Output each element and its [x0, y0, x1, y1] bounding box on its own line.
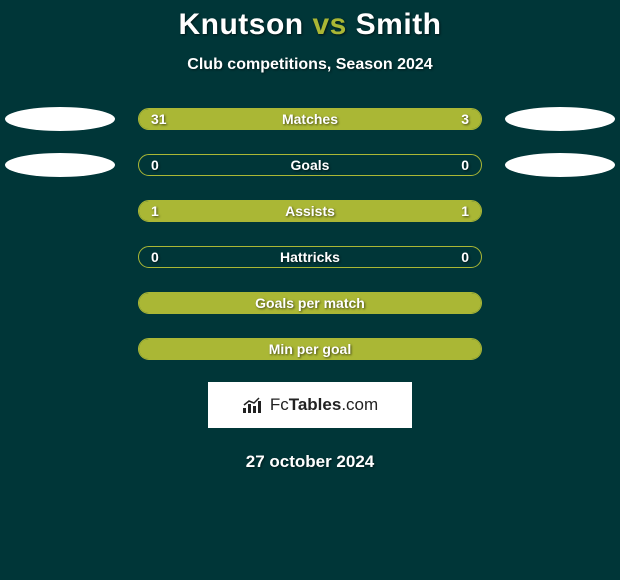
- bar-fill-right: [310, 201, 481, 221]
- stat-label: Matches: [282, 111, 338, 127]
- stat-value-right: 0: [461, 249, 469, 265]
- stat-value-right: 3: [461, 111, 469, 127]
- player1-badge: [5, 107, 115, 131]
- stat-label: Goals: [291, 157, 330, 173]
- stat-value-left: 31: [151, 111, 167, 127]
- stat-label: Assists: [285, 203, 335, 219]
- logo-tables: Tables: [289, 395, 342, 414]
- bar-fill-right: [406, 109, 481, 129]
- logo-box: FcTables.com: [208, 382, 412, 428]
- page-title: Knutson vs Smith: [178, 8, 441, 42]
- stat-value-right: 0: [461, 157, 469, 173]
- stat-rows: 31 3 Matches 0 0 Goals 1 1 Assists 0 0 Hattricks Goa…: [0, 108, 620, 360]
- logo-com: .com: [341, 395, 378, 414]
- stat-row: 0 0 Goals: [0, 154, 620, 176]
- stat-label: Min per goal: [269, 341, 351, 357]
- stat-value-left: 0: [151, 157, 159, 173]
- title-vs: vs: [312, 8, 346, 41]
- stat-bar: 1 1 Assists: [138, 200, 482, 222]
- stat-row: 1 1 Assists: [0, 200, 620, 222]
- comparison-card: Knutson vs Smith Club competitions, Seas…: [0, 0, 620, 472]
- player2-badge: [505, 107, 615, 131]
- stat-bar: 0 0 Hattricks: [138, 246, 482, 268]
- subtitle: Club competitions, Season 2024: [187, 56, 432, 74]
- player1-name: Knutson: [178, 8, 303, 41]
- logo-text: FcTables.com: [270, 395, 378, 415]
- stat-value-right: 1: [461, 203, 469, 219]
- chart-icon: [242, 396, 264, 414]
- player2-name: Smith: [356, 8, 442, 41]
- player1-badge: [5, 153, 115, 177]
- stat-bar: 31 3 Matches: [138, 108, 482, 130]
- date: 27 october 2024: [246, 452, 375, 472]
- stat-bar: Goals per match: [138, 292, 482, 314]
- stat-row: 31 3 Matches: [0, 108, 620, 130]
- stat-row: Goals per match: [0, 292, 620, 314]
- stat-value-left: 1: [151, 203, 159, 219]
- stat-bar: Min per goal: [138, 338, 482, 360]
- stat-row: 0 0 Hattricks: [0, 246, 620, 268]
- bar-fill-left: [139, 109, 406, 129]
- player2-badge: [505, 153, 615, 177]
- stat-label: Hattricks: [280, 249, 340, 265]
- stat-bar: 0 0 Goals: [138, 154, 482, 176]
- stat-row: Min per goal: [0, 338, 620, 360]
- logo-fc: Fc: [270, 395, 289, 414]
- stat-value-left: 0: [151, 249, 159, 265]
- stat-label: Goals per match: [255, 295, 365, 311]
